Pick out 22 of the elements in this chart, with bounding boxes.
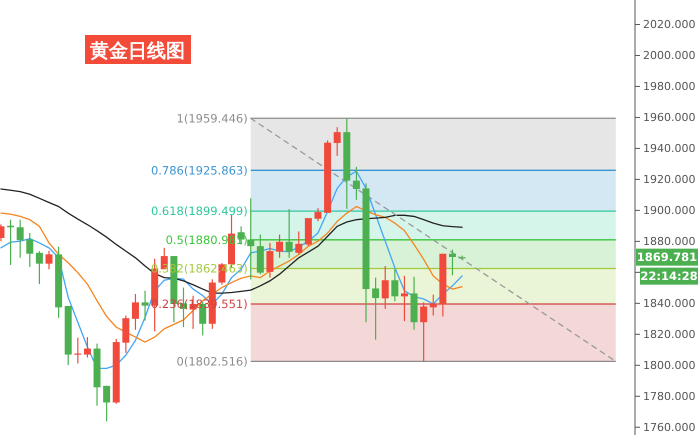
y-tick-label: 1980.000 bbox=[643, 80, 696, 93]
y-tick-label: 1920.000 bbox=[643, 172, 696, 186]
y-tick-label: 2000.000 bbox=[643, 48, 696, 62]
price-tag: 22:14:28 bbox=[640, 268, 698, 285]
ref-line-label: 0.786(1925.863) bbox=[150, 163, 248, 178]
y-tick-label: 1960.000 bbox=[643, 110, 696, 124]
y-tick-label: 2020.000 bbox=[643, 18, 696, 31]
title: 黄金日线图 bbox=[85, 35, 191, 64]
ref-line-label: 0.618(1899.499) bbox=[150, 204, 248, 218]
y-tick-label: 1800.000 bbox=[643, 358, 696, 372]
ref-line-label: 1(1959.446) bbox=[176, 111, 248, 126]
y-tick-label: 1760.000 bbox=[643, 420, 696, 434]
y-tick-label: 1940.000 bbox=[643, 142, 696, 155]
price-tag: 1869.781 bbox=[636, 248, 698, 266]
y-tick-label: 1880.000 bbox=[643, 234, 696, 248]
ref-line-label: 0(1802.516) bbox=[176, 354, 248, 368]
y-tick-label: 1820.000 bbox=[643, 328, 696, 341]
line-series bbox=[0, 188, 463, 294]
y-tick-label: 1780.000 bbox=[643, 390, 696, 403]
line-series bbox=[0, 206, 463, 343]
y-tick-label: 1840.000 bbox=[643, 296, 696, 310]
y-tick-label: 1900.000 bbox=[643, 204, 696, 217]
